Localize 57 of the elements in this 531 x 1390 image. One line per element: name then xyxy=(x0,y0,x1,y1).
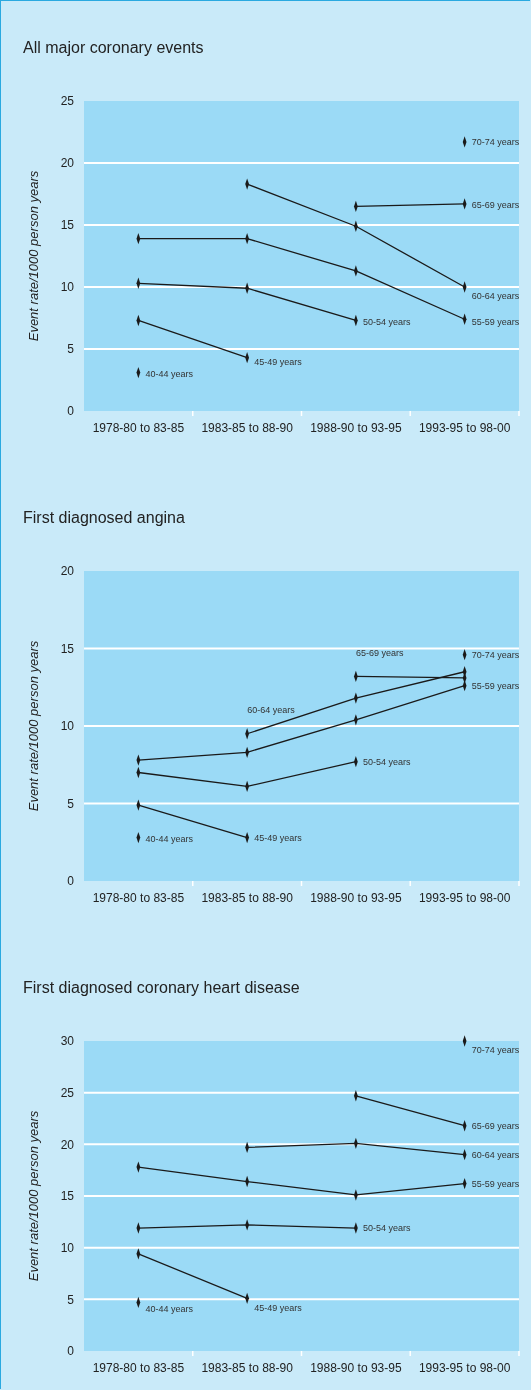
y-tick-label: 15 xyxy=(60,218,75,233)
y-tick-label: 10 xyxy=(60,719,75,734)
y-tick-label: 20 xyxy=(60,1137,75,1152)
y-tick-label: 10 xyxy=(60,280,75,295)
annotation: 65-69 years xyxy=(471,1120,520,1131)
annotation: 60-64 years xyxy=(247,704,296,715)
annotation: 45-49 years xyxy=(254,1302,303,1313)
annotation: 70-74 years xyxy=(471,137,520,148)
x-tick-label: 1993-95 to 98-00 xyxy=(418,420,511,435)
y-tick-label: 20 xyxy=(60,156,75,171)
x-tick-label: 1988-90 to 93-95 xyxy=(310,890,402,905)
y-axis-title: Event rate/1000 person years xyxy=(26,1110,41,1282)
annotation: 55-59 years xyxy=(471,316,520,327)
chart-title: First diagnosed angina xyxy=(23,509,185,526)
y-tick-label: 0 xyxy=(67,874,75,889)
annotation: 55-59 years xyxy=(471,680,520,691)
y-tick-label: 5 xyxy=(67,1292,75,1307)
annotation: 65-69 years xyxy=(471,200,520,211)
chart-title: First diagnosed coronary heart disease xyxy=(23,979,300,996)
annotation: 60-64 years xyxy=(471,1149,520,1160)
annotation: 45-49 years xyxy=(254,832,303,843)
y-tick-label: 25 xyxy=(60,94,75,109)
annotation: 50-54 years xyxy=(362,1223,411,1234)
x-tick-label: 1983-85 to 88-90 xyxy=(201,890,294,905)
annotation: 50-54 years xyxy=(362,756,411,767)
x-tick-label: 1983-85 to 88-90 xyxy=(201,420,294,435)
y-tick-label: 5 xyxy=(67,342,75,357)
y-tick-label: 25 xyxy=(60,1086,75,1101)
y-tick-label: 0 xyxy=(67,404,75,419)
annotation: 65-69 years xyxy=(355,647,404,658)
x-tick-label: 1993-95 to 98-00 xyxy=(418,1360,511,1375)
annotation: 40-44 years xyxy=(145,368,194,379)
y-axis-title: Event rate/1000 person years xyxy=(26,640,41,812)
x-tick-label: 1978-80 to 83-85 xyxy=(92,420,185,435)
x-tick-label: 1988-90 to 93-95 xyxy=(310,1360,402,1375)
x-tick-label: 1978-80 to 83-85 xyxy=(92,890,185,905)
y-tick-label: 15 xyxy=(60,1189,75,1204)
annotation: 50-54 years xyxy=(362,316,411,327)
annotation: 40-44 years xyxy=(145,1303,194,1314)
y-tick-label: 15 xyxy=(60,641,75,656)
annotation: 70-74 years xyxy=(471,1045,520,1056)
y-tick-label: 5 xyxy=(67,796,75,811)
annotation: 40-44 years xyxy=(145,834,194,845)
annotation: 70-74 years xyxy=(471,649,520,660)
y-tick-label: 10 xyxy=(60,1241,75,1256)
chart-title: All major coronary events xyxy=(23,39,204,56)
x-tick-label: 1988-90 to 93-95 xyxy=(310,420,402,435)
annotation: 45-49 years xyxy=(254,356,303,367)
x-tick-label: 1978-80 to 83-85 xyxy=(92,1360,185,1375)
y-tick-label: 30 xyxy=(60,1034,75,1049)
y-tick-label: 20 xyxy=(60,564,75,579)
annotation: 60-64 years xyxy=(471,290,520,301)
y-tick-label: 0 xyxy=(67,1344,75,1359)
annotation: 55-59 years xyxy=(471,1178,520,1189)
y-axis-title: Event rate/1000 person years xyxy=(26,170,41,342)
x-tick-label: 1993-95 to 98-00 xyxy=(418,890,511,905)
x-tick-label: 1983-85 to 88-90 xyxy=(201,1360,294,1375)
